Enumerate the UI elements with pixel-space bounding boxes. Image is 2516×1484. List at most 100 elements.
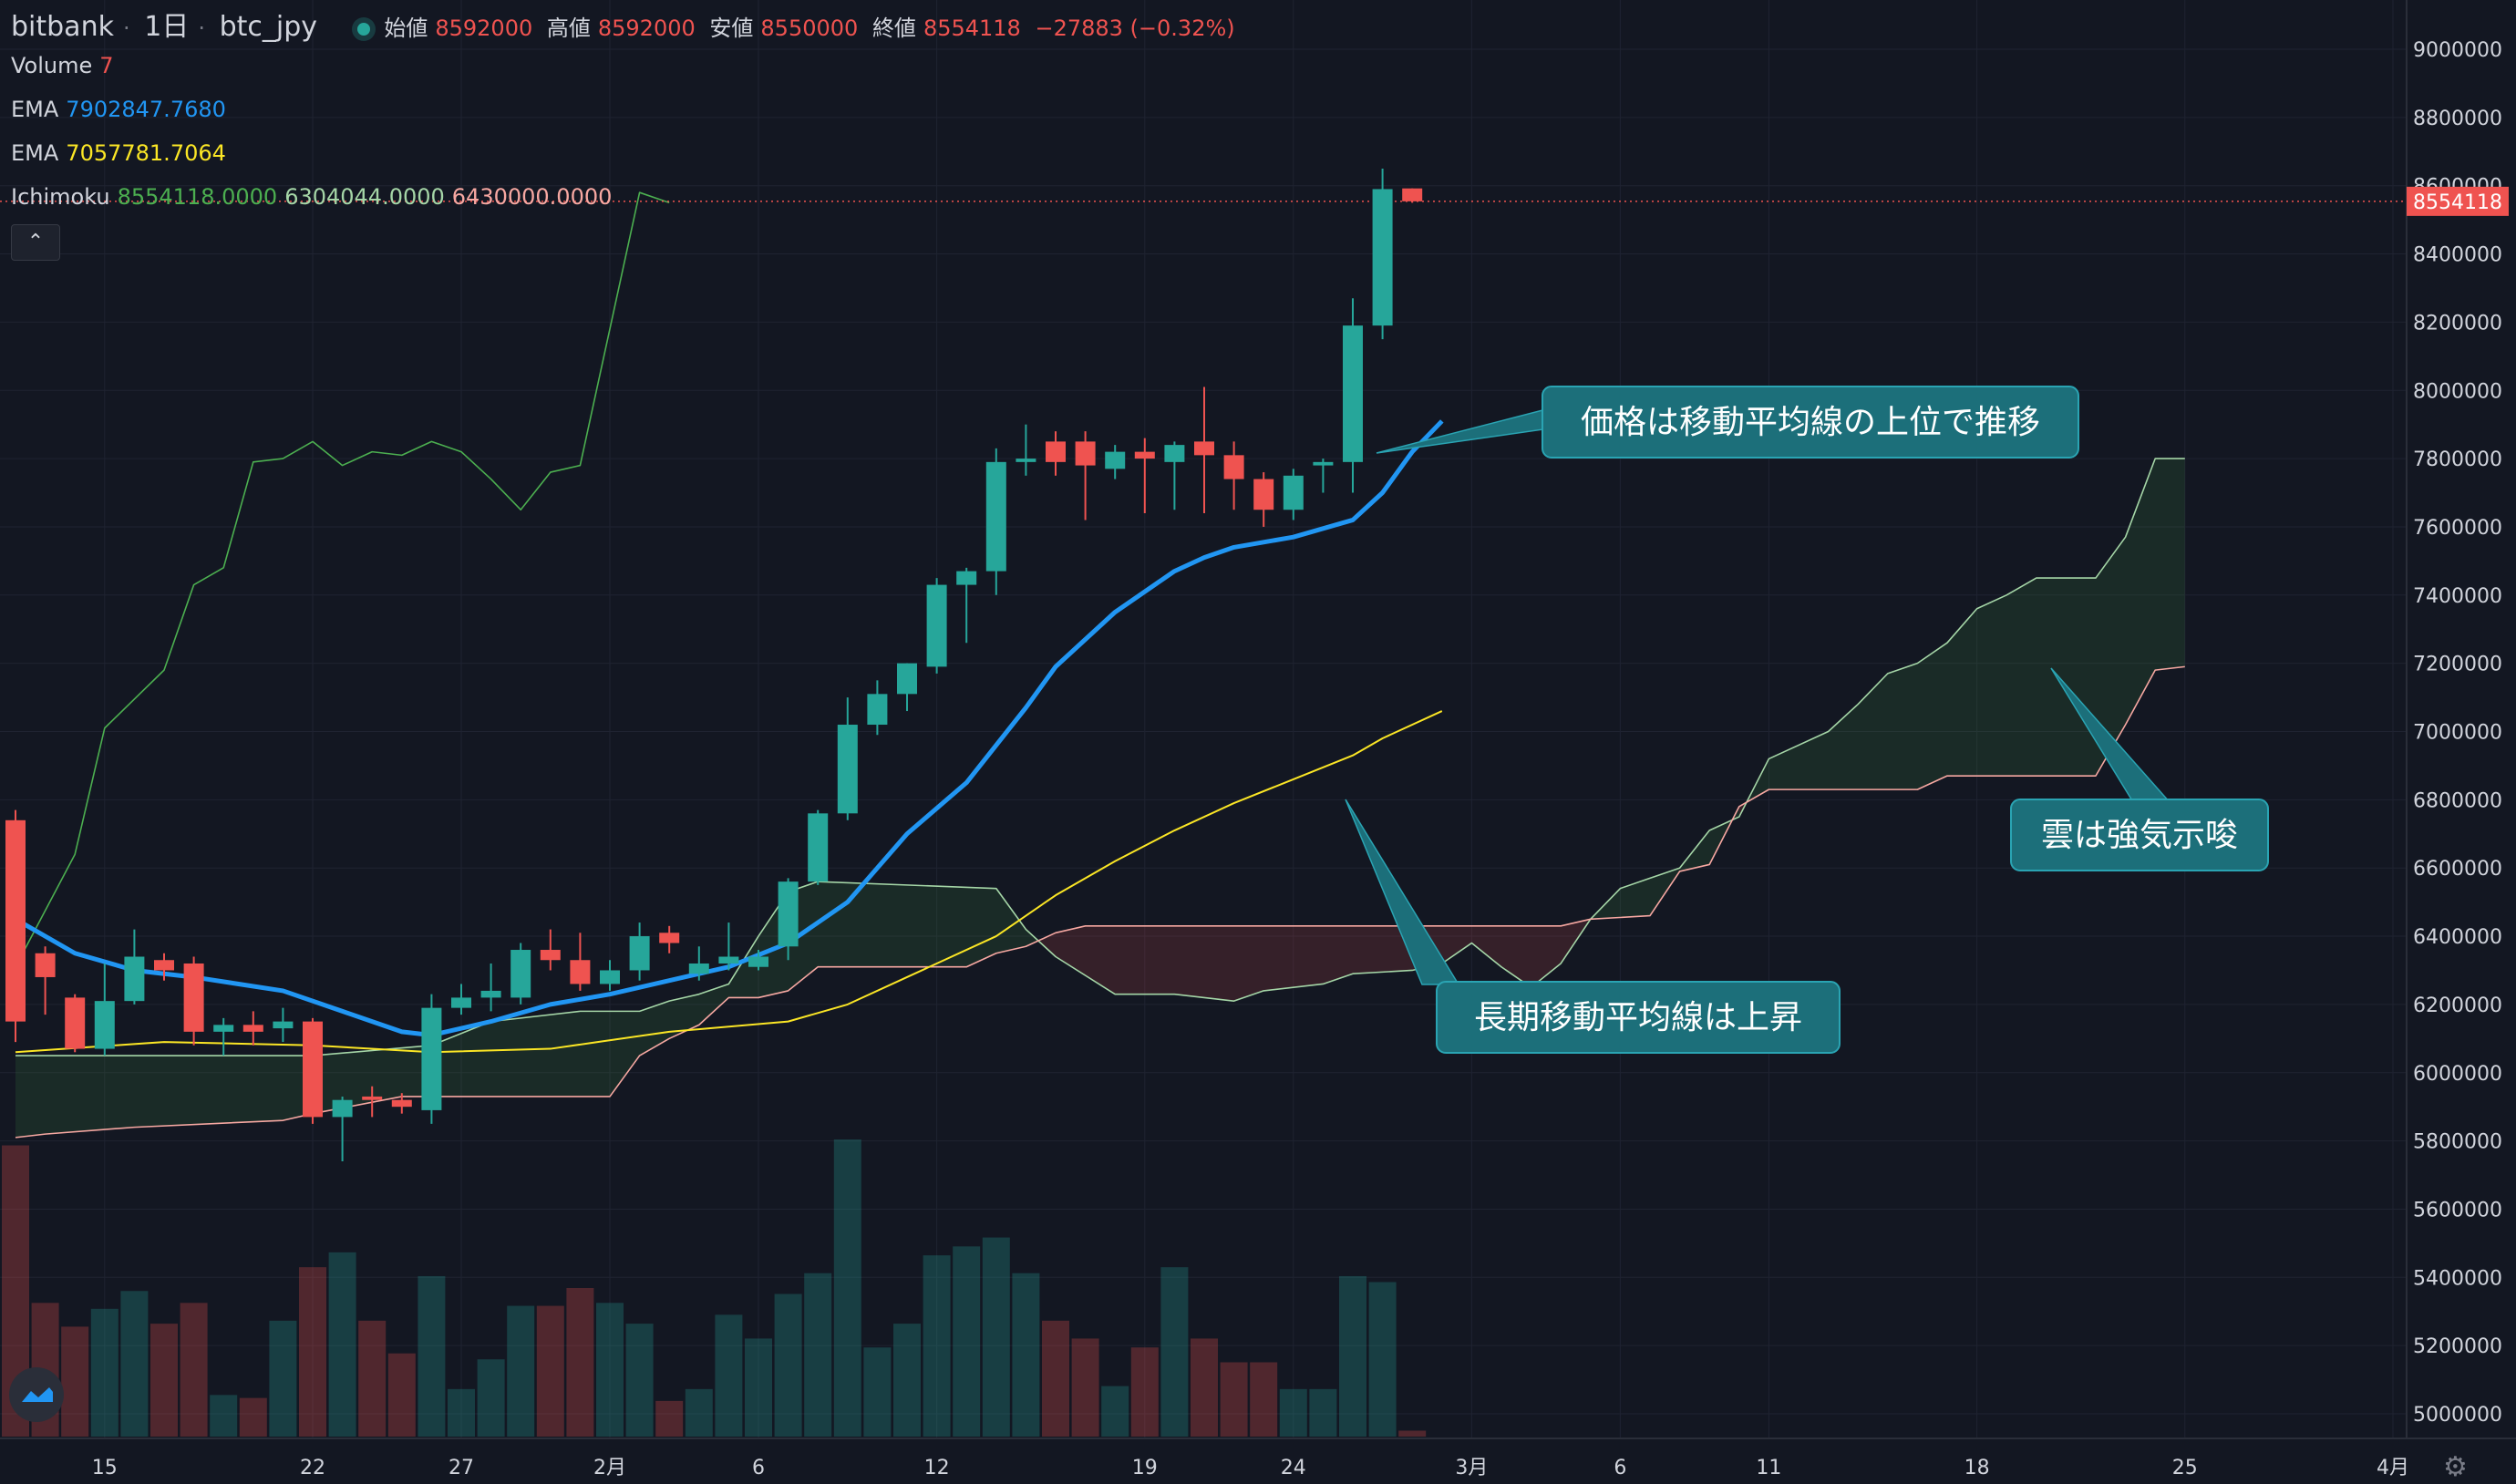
candle-body — [808, 813, 829, 882]
ema-fast-legend[interactable]: EMA 7902847.7680 — [11, 97, 233, 122]
y-tick-label: 7000000 — [2413, 722, 2502, 745]
volume-legend[interactable]: Volume 7 — [11, 53, 121, 78]
volume-bar — [239, 1397, 267, 1437]
candle-body — [451, 997, 471, 1008]
candle-body — [242, 1025, 263, 1032]
grid-lines — [0, 0, 2407, 1438]
volume-bar — [953, 1246, 981, 1437]
volume-bar — [477, 1359, 505, 1437]
ichimoku-value-2: 6304044.0000 — [284, 184, 445, 210]
y-tick-label: 8000000 — [2413, 380, 2502, 403]
interval: 1日 — [144, 11, 190, 43]
ema-slow-label: EMA — [11, 140, 59, 166]
volume-bar — [566, 1288, 594, 1437]
volume-bar — [90, 1308, 119, 1437]
volume-bar — [804, 1273, 832, 1437]
candle-body — [1313, 461, 1334, 466]
volume-bar — [299, 1267, 326, 1437]
volume-label: Volume — [11, 53, 93, 78]
collapse-legend-button[interactable]: ⌃ — [11, 224, 60, 261]
x-tick-label: 25 — [2172, 1457, 2198, 1479]
candle-body — [5, 819, 26, 1022]
volume-bar — [893, 1324, 921, 1437]
volume-bar — [745, 1338, 772, 1437]
price-axis[interactable]: 9000000880000086000008400000820000080000… — [2406, 0, 2516, 1438]
low-value: 8550000 — [760, 15, 859, 41]
candle-body — [362, 1096, 383, 1100]
time-axis[interactable]: 15 22 27 2月 6 12 19 24 3月 6 11 18 25 4月 — [0, 1438, 2516, 1484]
volume-bar — [1279, 1388, 1307, 1437]
volume-bar — [448, 1388, 475, 1437]
symbol-legend[interactable]: bitbank · 1日 · btc_jpy 始値 8592000 高値 8592000… — [11, 11, 1235, 43]
y-tick-label: 7400000 — [2413, 585, 2502, 608]
candle-body — [154, 960, 174, 971]
bullish-cloud — [1590, 806, 1739, 920]
volume-bar — [358, 1320, 387, 1437]
volume-bar — [655, 1400, 684, 1437]
open-value: 8592000 — [435, 15, 533, 41]
candle-body — [659, 933, 680, 943]
x-tick-label: 6 — [752, 1457, 765, 1479]
volume-bar — [536, 1305, 564, 1437]
lagging-span-line — [15, 191, 670, 968]
last-price-badge — [2407, 186, 2509, 216]
volume-bar — [1368, 1282, 1397, 1437]
candle-body — [897, 663, 917, 695]
x-tick-label: 6 — [1614, 1457, 1626, 1479]
volume-bar — [1071, 1338, 1099, 1437]
volume-bar — [1130, 1347, 1159, 1437]
market-status-icon — [356, 23, 370, 36]
candle-body — [303, 1021, 323, 1118]
volume-bar — [1398, 1430, 1427, 1437]
candle-body — [837, 725, 858, 814]
symbol-name: btc_jpy — [219, 11, 318, 43]
y-tick-label: 9000000 — [2413, 39, 2502, 62]
candle-body — [183, 963, 204, 1032]
y-tick-label: 5400000 — [2413, 1267, 2502, 1290]
candle-body — [540, 950, 561, 961]
volume-bar — [1250, 1362, 1278, 1437]
candle-body — [124, 956, 145, 1002]
ema-fast-line — [14, 419, 1444, 1038]
ichimoku-legend[interactable]: Ichimoku 8554118.0000 6304044.0000 6430000.… — [11, 184, 619, 210]
candle-body — [926, 584, 947, 667]
y-tick-label: 6600000 — [2413, 858, 2502, 881]
candle-body — [510, 950, 531, 998]
ema-slow-legend[interactable]: EMA 7057781.7064 — [11, 140, 233, 166]
volume-bar — [923, 1255, 951, 1437]
x-tick-label: 22 — [300, 1457, 325, 1479]
x-tick-label: 3月 — [1455, 1457, 1488, 1479]
volume-bar — [328, 1252, 356, 1437]
tradingview-logo-icon[interactable] — [9, 1367, 64, 1422]
ema-slow-line — [15, 710, 1443, 1054]
candle-body — [1253, 479, 1274, 510]
volume-bar — [596, 1303, 624, 1437]
high-value: 8592000 — [597, 15, 696, 41]
axis-background — [2407, 0, 2516, 1438]
candle-body — [1134, 451, 1155, 459]
bearish-cloud — [1040, 919, 1591, 1002]
candle-body — [778, 881, 799, 947]
y-tick-label: 5200000 — [2413, 1335, 2502, 1358]
candle-body — [480, 990, 501, 998]
candle-body — [213, 1025, 234, 1032]
x-tick-label: 18 — [1964, 1457, 1990, 1479]
volume-bar — [863, 1347, 892, 1437]
candle-body — [718, 956, 739, 964]
high-label: 高値 — [546, 15, 591, 41]
indicator-lines — [0, 191, 2407, 1139]
candle-body — [688, 963, 709, 974]
gear-icon[interactable]: ⚙ — [2443, 1451, 2468, 1483]
volume-value: 7 — [99, 53, 114, 78]
annotation-cloud-box — [2010, 799, 2269, 871]
candle-body — [956, 571, 977, 585]
volume-bar — [387, 1353, 416, 1437]
y-tick-label: 7800000 — [2413, 448, 2502, 471]
volume-bar — [1220, 1362, 1248, 1437]
volume-bar — [1101, 1386, 1129, 1437]
annotation-ema-box — [1436, 981, 1841, 1054]
y-tick-label: 8400000 — [2413, 244, 2502, 267]
candle-body — [1164, 445, 1185, 462]
